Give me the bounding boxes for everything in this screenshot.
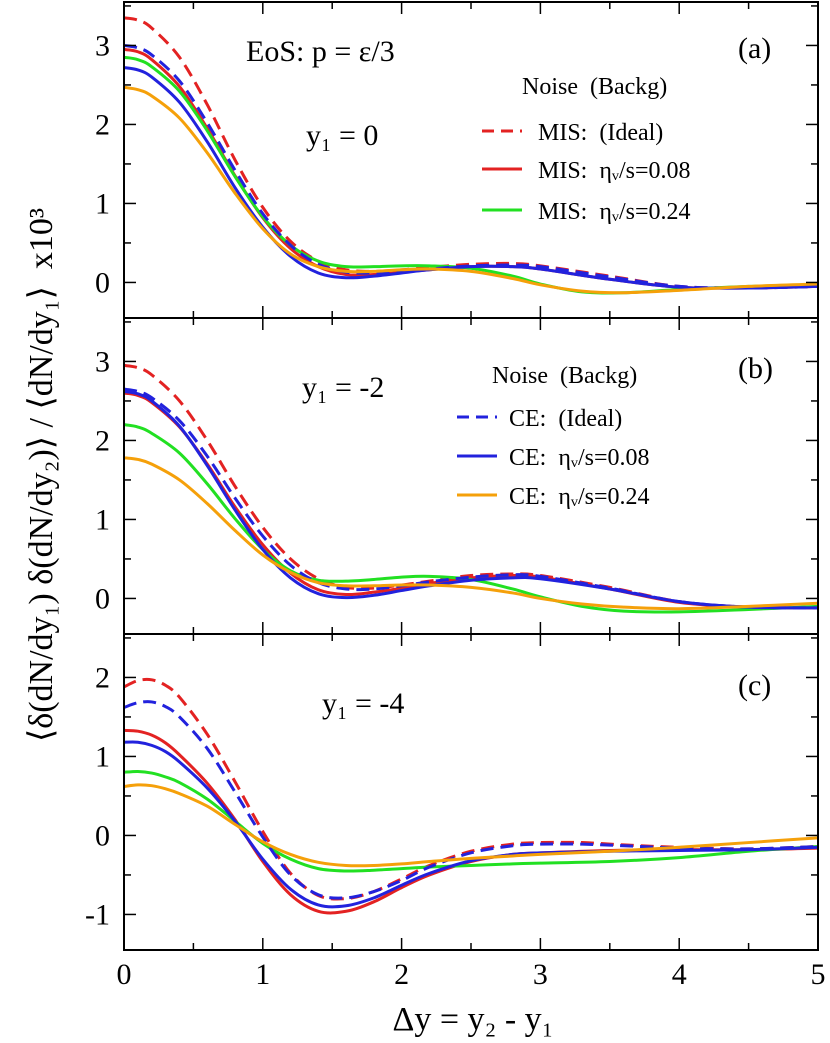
legend-a-entry-2: MIS: ηᵥ/s=0.24 [482,199,691,225]
x-tick-label-3: 3 [533,958,548,991]
panel-c-frame [123,633,819,951]
panel-b-tag: (b) [738,352,773,385]
legend-b-label-2: CE: ηᵥ/s=0.24 [509,484,649,510]
panel-b-series-line-3 [124,387,818,610]
y-axis-title: ⟨δ(dN/dy₁) δ(dN/dy₂)⟩ / ⟨dN/dy₁⟩ x10³ [23,208,60,742]
legend-b-entry-1: CE: ηᵥ/s=0.08 [457,445,649,471]
legend-a-title: Noise (Backg) [522,74,667,100]
legend-b-title: Noise (Backg) [492,363,637,389]
x-axis-title: Δy = y₂ - y₁ [392,1001,553,1038]
x-tick-label-2: 2 [394,958,409,991]
legend-a-entry-0: MIS: (Ideal) [482,120,663,146]
panel-c-series-line-2 [124,769,818,873]
panel-a-series [124,16,818,295]
panel-c-tag: (c) [738,669,771,702]
x-tick-label-0: 0 [117,958,132,991]
panel-b-series-line-2 [124,423,818,614]
panel-b-ytick-label-0: 0 [95,582,110,615]
panel-b-annotation: y₁ = -2 [302,371,384,404]
panel-a-ytick-label-2: 2 [95,108,110,141]
panel-a-ytick-label-0: 0 [95,266,110,299]
panel-b-series [124,363,818,614]
panel-a-series-line-1 [124,47,818,290]
legend-a-label-0: MIS: (Ideal) [538,120,663,146]
panel-c-series [124,677,818,915]
legend-a-label-1: MIS: ηᵥ/s=0.08 [538,158,691,184]
legend-b-entry-2: CE: ηᵥ/s=0.24 [457,484,649,510]
series-layer [124,16,818,915]
x-tick-label-5: 5 [811,958,826,991]
panel-b-ytick-label-1: 1 [95,503,110,536]
panel-a-series-line-5 [124,85,818,295]
panel-b-series-line-5 [124,456,818,611]
eos-label: EoS: p = ε/3 [246,35,395,68]
panel-c-series-line-5 [124,783,818,868]
panel-c-ytick-label-1: 0 [95,819,110,852]
panel-b-ytick-label-3: 3 [95,345,110,378]
x-tick-label-1: 1 [255,958,270,991]
panel-a-tag: (a) [738,32,771,65]
legend-b-label-1: CE: ηᵥ/s=0.08 [509,445,649,471]
panel-a-series-line-0 [124,16,818,290]
panel-c-ytick-label-2: 1 [95,740,110,773]
tick-layer [123,2,819,950]
panel-c-series-line-3 [124,700,818,900]
panel-a-ytick-label-3: 3 [95,29,110,62]
legend-a-label-2: MIS: ηᵥ/s=0.24 [538,199,691,225]
panel-c-ytick-label-3: 2 [95,661,110,694]
panel-a-series-line-4 [124,66,818,290]
legend-b-label-0: CE: (Ideal) [509,406,622,432]
panel-c-series-line-1 [124,728,818,915]
panel-b-series-line-4 [124,389,818,610]
panel-a-ytick-label-1: 1 [95,187,110,220]
panel-c-ytick-label-0: -1 [85,898,110,931]
panel-a-annotation: y₁ = 0 [306,119,378,152]
panel-c-annotation: y₁ = -4 [322,687,404,720]
legend-a-entry-1: MIS: ηᵥ/s=0.08 [482,158,691,184]
legend-b-entry-0: CE: (Ideal) [457,406,622,432]
panel-b-ytick-label-2: 2 [95,424,110,457]
x-tick-label-4: 4 [672,958,687,991]
